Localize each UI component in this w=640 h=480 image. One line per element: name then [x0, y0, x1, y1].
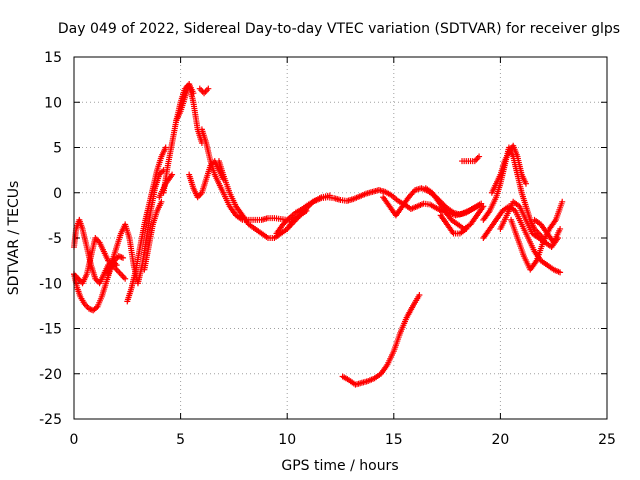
series-tr12: [198, 126, 297, 223]
data-point: [480, 203, 487, 210]
data-point: [559, 198, 566, 205]
series-tr24: [508, 198, 566, 273]
data-point: [205, 85, 212, 92]
series-tr10: [196, 85, 212, 97]
x-tick-label: 5: [176, 432, 185, 448]
y-tick-label: 15: [44, 50, 62, 66]
data-point: [162, 144, 169, 151]
data-point: [122, 275, 129, 282]
y-tick-label: 10: [44, 95, 62, 111]
series-tr17: [422, 185, 487, 232]
data-point: [463, 225, 470, 232]
data-point: [169, 171, 176, 178]
series-tr5: [124, 144, 169, 305]
series-tr7: [160, 81, 205, 196]
series-tr15: [284, 192, 333, 232]
x-tick-label: 10: [278, 432, 296, 448]
y-tick-label: -10: [39, 276, 62, 292]
series-tr11: [156, 171, 176, 201]
data-point: [557, 225, 564, 232]
data-points: [71, 81, 566, 388]
x-tick-label: 20: [491, 432, 509, 448]
series-tr21: [488, 142, 529, 196]
data-point: [557, 269, 564, 276]
series-tr26: [339, 292, 423, 388]
y-tick-label: -20: [39, 367, 62, 383]
series-tr8: [173, 81, 197, 124]
series-tr6: [141, 198, 165, 273]
data-point: [522, 180, 529, 187]
y-tick-label: -15: [39, 322, 62, 338]
x-axis-label: GPS time / hours: [281, 458, 398, 474]
series-tr23: [497, 198, 561, 251]
plot-frame: [73, 56, 608, 420]
x-tick-labels: 0 5 10 15 20 25: [70, 432, 616, 448]
chart-title: Day 049 of 2022, Sidereal Day-to-day VTE…: [58, 21, 620, 37]
series-tr18: [437, 212, 470, 237]
data-point: [118, 254, 125, 261]
series-tr19: [459, 153, 483, 165]
x-tick-label: 15: [385, 432, 403, 448]
data-point: [120, 254, 127, 261]
series-tr16: [380, 185, 483, 219]
y-tick-label: 0: [53, 186, 62, 202]
y-axis-label: SDTVAR / TECUs: [6, 181, 22, 296]
series-tr25: [531, 216, 564, 246]
y-tick-labels: -25 -20 -15 -10 -5 0 5 10 15: [39, 50, 62, 428]
y-tick-label: -25: [39, 412, 62, 428]
data-point: [326, 192, 333, 199]
data-point: [476, 202, 483, 209]
x-tick-label: 0: [70, 432, 79, 448]
y-tick-label: 5: [53, 141, 62, 157]
series-tr13: [215, 158, 310, 241]
x-tick-label: 25: [598, 432, 616, 448]
data-point: [416, 292, 423, 299]
data-point: [190, 90, 197, 97]
data-point: [158, 198, 165, 205]
y-tick-label: -5: [48, 231, 62, 247]
data-point: [285, 216, 292, 223]
data-point: [476, 153, 483, 160]
series-tr3: [71, 235, 129, 287]
